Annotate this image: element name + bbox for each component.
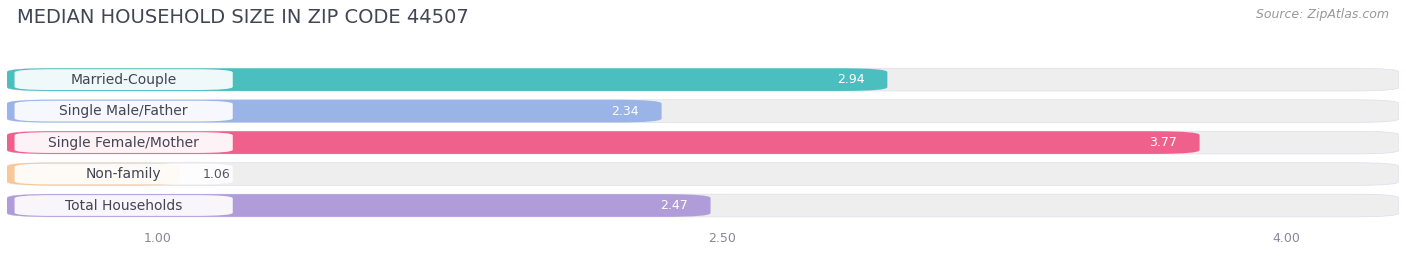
FancyBboxPatch shape — [7, 131, 1399, 154]
FancyBboxPatch shape — [7, 131, 1199, 154]
FancyBboxPatch shape — [7, 194, 710, 217]
Text: 2.47: 2.47 — [661, 199, 688, 212]
FancyBboxPatch shape — [14, 69, 233, 90]
FancyBboxPatch shape — [7, 163, 180, 185]
FancyBboxPatch shape — [7, 68, 887, 91]
Text: Single Male/Father: Single Male/Father — [59, 104, 188, 118]
Text: 3.77: 3.77 — [1149, 136, 1177, 149]
Text: MEDIAN HOUSEHOLD SIZE IN ZIP CODE 44507: MEDIAN HOUSEHOLD SIZE IN ZIP CODE 44507 — [17, 8, 468, 27]
FancyBboxPatch shape — [14, 132, 233, 153]
Text: 2.94: 2.94 — [837, 73, 865, 86]
FancyBboxPatch shape — [7, 100, 1399, 122]
FancyBboxPatch shape — [7, 163, 1399, 185]
Text: Married-Couple: Married-Couple — [70, 73, 177, 87]
FancyBboxPatch shape — [14, 101, 233, 122]
Text: Non-family: Non-family — [86, 167, 162, 181]
FancyBboxPatch shape — [7, 100, 662, 122]
FancyBboxPatch shape — [14, 195, 233, 216]
Text: Single Female/Mother: Single Female/Mother — [48, 136, 200, 150]
Text: Total Households: Total Households — [65, 199, 183, 213]
FancyBboxPatch shape — [14, 164, 233, 185]
Text: 2.34: 2.34 — [612, 105, 640, 118]
Text: 1.06: 1.06 — [202, 168, 231, 180]
FancyBboxPatch shape — [7, 68, 1399, 91]
FancyBboxPatch shape — [7, 194, 1399, 217]
Text: Source: ZipAtlas.com: Source: ZipAtlas.com — [1256, 8, 1389, 21]
